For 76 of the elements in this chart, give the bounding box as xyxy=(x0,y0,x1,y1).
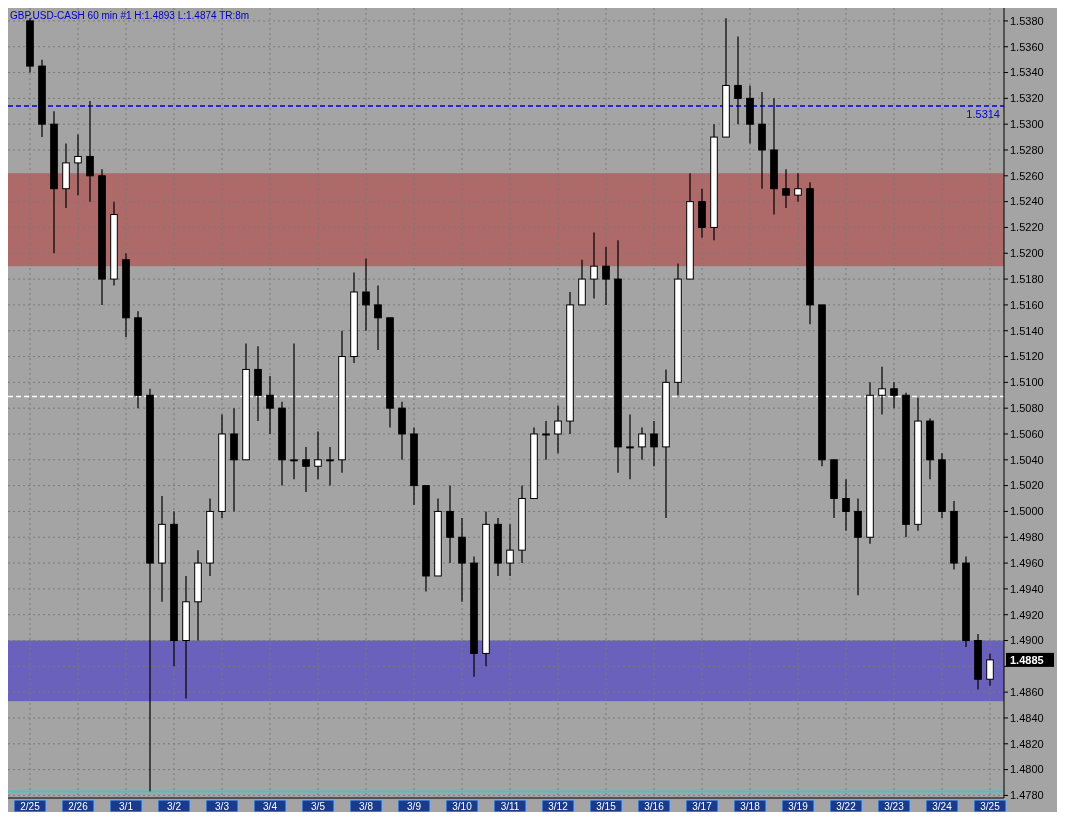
y-tick-label: 1.4920 xyxy=(1010,608,1044,621)
y-tick-label: 1.5100 xyxy=(1010,376,1044,389)
y-tick-label: 1.5260 xyxy=(1010,169,1044,182)
candlestick xyxy=(554,404,562,454)
x-tick-label: 3/1 xyxy=(119,800,134,812)
y-tick-label: 1.4840 xyxy=(1010,711,1044,724)
x-tick-label: 3/25 xyxy=(980,800,1001,812)
y-tick-label: 1.5060 xyxy=(1010,427,1044,440)
x-tick-label: 3/10 xyxy=(452,800,473,812)
x-tick-label: 3/11 xyxy=(500,800,520,812)
x-tick-label: 3/22 xyxy=(836,800,857,812)
y-tick-label: 1.5000 xyxy=(1010,505,1044,518)
candlestick xyxy=(74,133,82,196)
x-tick-label: 2/25 xyxy=(20,800,41,812)
y-tick-label: 1.4820 xyxy=(1010,737,1044,750)
x-tick-label: 3/19 xyxy=(788,800,809,812)
y-tick-label: 1.5120 xyxy=(1010,350,1044,363)
candlestick xyxy=(890,381,898,409)
x-tick-label: 3/3 xyxy=(215,800,230,812)
x-tick-label: 3/5 xyxy=(311,800,326,812)
x-tick-label: 2/26 xyxy=(68,800,89,812)
candlestick xyxy=(794,172,802,203)
ref-line-label: 1.5314 xyxy=(966,108,1000,121)
candlestick xyxy=(302,446,310,493)
x-tick-label: 3/17 xyxy=(692,800,713,812)
y-tick-label: 1.5020 xyxy=(1010,479,1044,492)
x-tick-label: 3/16 xyxy=(644,800,665,812)
y-tick-label: 1.4960 xyxy=(1010,556,1044,569)
x-tick-label: 3/8 xyxy=(359,800,374,812)
text: 1.4885 xyxy=(1010,653,1044,666)
candlestick xyxy=(86,100,94,203)
x-tick-label: 3/23 xyxy=(884,800,905,812)
y-tick-label: 1.5320 xyxy=(1010,92,1044,105)
candlestick xyxy=(782,168,790,209)
candlestick xyxy=(542,420,550,461)
chart-title: GBP.USD-CASH 60 min #1 H:1.4893 L:1.4874 TR:8m xyxy=(10,10,250,21)
y-tick-label: 1.4860 xyxy=(1010,686,1044,698)
x-tick-label: 3/4 xyxy=(263,800,278,812)
candlestick xyxy=(986,652,994,687)
y-tick-label: 1.5200 xyxy=(1010,247,1044,260)
candlestick xyxy=(314,430,322,480)
candlestick xyxy=(266,375,274,435)
y-tick-label: 1.5300 xyxy=(1010,118,1044,131)
x-tick-label: 3/18 xyxy=(740,800,761,812)
x-tick-label: 3/24 xyxy=(932,800,953,812)
y-tick-label: 1.5360 xyxy=(1010,40,1044,53)
candlestick xyxy=(734,35,742,125)
x-tick-label: 3/9 xyxy=(407,800,422,812)
candlestick xyxy=(638,426,646,461)
candlestick xyxy=(842,478,850,532)
y-tick-label: 1.4800 xyxy=(1010,763,1044,776)
y-tick-label: 1.4940 xyxy=(1010,582,1044,595)
candlestick xyxy=(326,446,334,487)
y-tick-label: 1.5080 xyxy=(1010,402,1044,415)
y-tick-label: 1.5180 xyxy=(1010,272,1044,285)
candlestick xyxy=(590,232,598,300)
y-tick-label: 1.5040 xyxy=(1010,453,1044,466)
candlestick xyxy=(374,284,382,351)
y-tick-label: 1.5140 xyxy=(1010,324,1044,337)
y-tick-label: 1.5240 xyxy=(1010,195,1044,208)
candlestick xyxy=(626,414,634,480)
candlestick xyxy=(362,257,370,332)
x-tick-label: 3/2 xyxy=(167,800,182,812)
y-tick-label: 1.4900 xyxy=(1010,634,1044,647)
y-tick-label: 1.5340 xyxy=(1010,66,1044,79)
y-tick-label: 1.4980 xyxy=(1010,531,1044,544)
candlestick xyxy=(650,420,658,467)
x-tick-label: 3/15 xyxy=(596,800,617,812)
candlestick xyxy=(506,523,514,577)
y-tick-label: 1.5160 xyxy=(1010,298,1044,311)
y-tick-label: 1.5280 xyxy=(1010,143,1044,156)
y-tick-label: 1.5380 xyxy=(1010,14,1044,27)
y-tick-label: 1.5220 xyxy=(1010,221,1044,234)
x-tick-label: 3/12 xyxy=(548,800,569,812)
candlestick xyxy=(602,246,610,306)
y-tick-label: 1.4780 xyxy=(1010,789,1044,802)
